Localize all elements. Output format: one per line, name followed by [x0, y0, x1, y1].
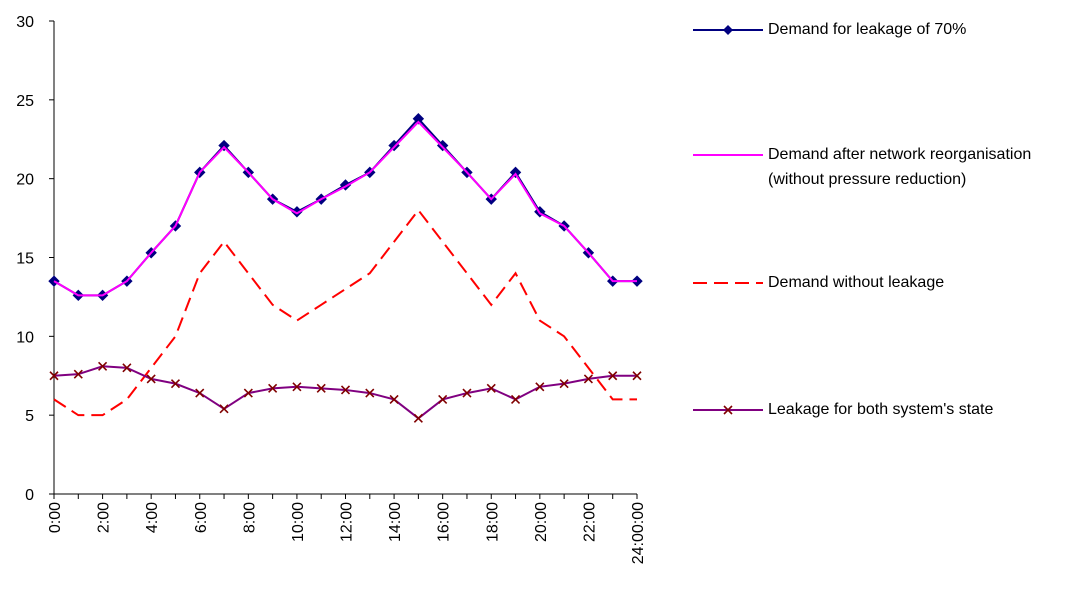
marker [608, 371, 618, 381]
legend-label: Demand for leakage of 70% [768, 21, 967, 38]
marker [340, 385, 351, 395]
x-tick-label: 14:00 [387, 502, 404, 542]
x-tick-label: 6:00 [193, 502, 210, 533]
legend-marker [723, 25, 733, 35]
x-tick-label: 2:00 [96, 502, 113, 533]
series-line [53, 208, 637, 417]
marker [412, 113, 425, 125]
marker [365, 388, 375, 398]
marker [243, 388, 253, 398]
marker [268, 383, 278, 393]
marker [535, 382, 545, 392]
y-tick-label: 30 [16, 14, 34, 31]
x-tick-label: 18:00 [484, 502, 501, 542]
marker [122, 363, 132, 373]
x-tick-label: 8:00 [241, 502, 258, 533]
marker [389, 394, 399, 404]
marker [632, 371, 642, 381]
marker [462, 388, 472, 398]
marker [98, 361, 108, 371]
legend-label: Demand after network reorganisation (wit… [768, 146, 1032, 188]
y-tick-label: 25 [16, 93, 34, 110]
legend-marker [723, 405, 733, 415]
marker [170, 379, 181, 389]
marker [583, 374, 593, 384]
x-tick-label: 16:00 [436, 502, 453, 542]
y-tick-label: 0 [25, 487, 34, 504]
marker [510, 394, 521, 404]
marker [195, 388, 205, 398]
series-line [53, 365, 637, 420]
marker [559, 379, 569, 389]
series-line [53, 117, 637, 297]
marker [316, 383, 326, 393]
x-tick-label: 10:00 [290, 502, 307, 542]
x-tick-label: 24:00:00 [630, 502, 647, 564]
marker [486, 383, 496, 393]
marker [438, 394, 448, 404]
marker [73, 369, 83, 379]
marker [413, 413, 423, 423]
marker [146, 374, 156, 384]
marker [509, 166, 522, 179]
x-tick-label: 0:00 [47, 502, 64, 533]
marker [219, 404, 229, 414]
marker [292, 382, 302, 392]
x-tick-label: 20:00 [533, 502, 550, 542]
x-tick-label: 12:00 [339, 502, 356, 542]
series-line [53, 120, 637, 297]
legend-label: Demand without leakage [768, 274, 945, 291]
marker [218, 139, 230, 152]
x-tick-label: 22:00 [581, 502, 598, 542]
y-tick-label: 15 [16, 251, 34, 268]
legend-label: Leakage for both system's state [768, 401, 994, 418]
x-tick-label: 4:00 [144, 502, 161, 533]
y-tick-label: 20 [16, 172, 34, 189]
y-tick-label: 10 [16, 329, 34, 346]
y-tick-label: 5 [25, 408, 34, 425]
marker [49, 371, 59, 381]
marker [291, 206, 303, 218]
